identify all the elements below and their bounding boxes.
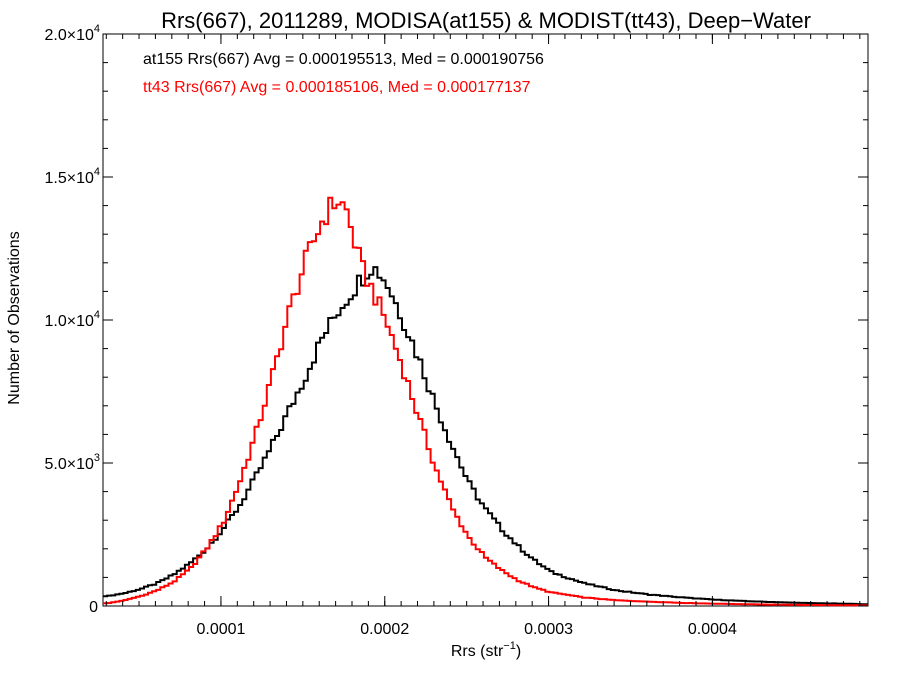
annotation-black: at155 Rrs(667) Avg = 0.000195513, Med = … (143, 51, 544, 68)
series-layer (103, 196, 868, 607)
x-axis-label-base: Rrs (str (451, 643, 504, 660)
y-axis-label: Number of Observations (6, 231, 23, 404)
y-tick-label: 5.0×103 (44, 452, 100, 473)
x-tick-label: 0.0004 (688, 621, 737, 638)
y-tick-label: 1.5×104 (44, 166, 100, 187)
plot-frame (102, 33, 869, 607)
y-tick-label: 2.0×104 (44, 23, 100, 44)
x-axis-label: Rrs (str−1) (451, 640, 521, 660)
series-1-line (103, 196, 868, 607)
series-0-line (103, 266, 868, 606)
x-tick-label: 0.0003 (524, 621, 573, 638)
tick-layer: 0.0001 0.0002 0.0003 0.0004 0 5.0×103 1.0×104 1… (44, 23, 868, 638)
x-axis-label-close: ) (516, 643, 521, 660)
annotation-red: tt43 Rrs(667) Avg = 0.000185106, Med = 0… (143, 79, 531, 96)
plot-border (102, 33, 869, 607)
chart-title: Rrs(667), 2011289, MODISA(at155) & MODIS… (161, 8, 811, 33)
x-axis-label-exp: −1 (503, 640, 516, 652)
x-tick-label: 0.0001 (196, 621, 245, 638)
x-tick-label: 0.0002 (360, 621, 409, 638)
y-tick-label: 0 (89, 599, 98, 616)
y-tick-label: 1.0×104 (44, 309, 100, 330)
